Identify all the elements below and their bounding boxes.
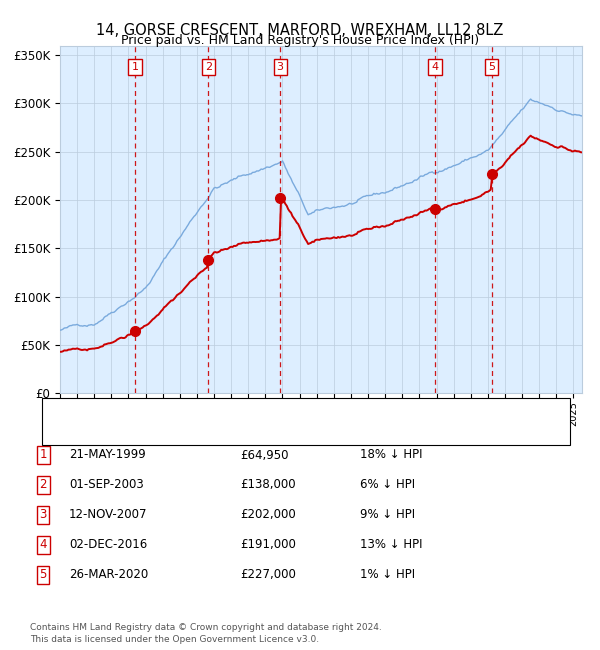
Text: 3: 3 bbox=[277, 62, 284, 72]
Text: 2: 2 bbox=[205, 62, 212, 72]
Text: 6% ↓ HPI: 6% ↓ HPI bbox=[360, 478, 415, 491]
Text: 21-MAY-1999: 21-MAY-1999 bbox=[69, 448, 146, 461]
Text: This data is licensed under the Open Government Licence v3.0.: This data is licensed under the Open Gov… bbox=[30, 634, 319, 644]
Text: 1: 1 bbox=[40, 448, 47, 461]
Text: 01-SEP-2003: 01-SEP-2003 bbox=[69, 478, 144, 491]
Text: 13% ↓ HPI: 13% ↓ HPI bbox=[360, 538, 422, 551]
Text: ——: —— bbox=[60, 426, 85, 439]
Text: £227,000: £227,000 bbox=[240, 568, 296, 581]
Text: 5: 5 bbox=[488, 62, 496, 72]
Text: ——: —— bbox=[60, 404, 85, 417]
Text: 14, GORSE CRESCENT, MARFORD, WREXHAM, LL12 8LZ: 14, GORSE CRESCENT, MARFORD, WREXHAM, LL… bbox=[97, 23, 503, 38]
Text: £202,000: £202,000 bbox=[240, 508, 296, 521]
Text: 02-DEC-2016: 02-DEC-2016 bbox=[69, 538, 147, 551]
Text: Contains HM Land Registry data © Crown copyright and database right 2024.: Contains HM Land Registry data © Crown c… bbox=[30, 623, 382, 632]
Text: 18% ↓ HPI: 18% ↓ HPI bbox=[360, 448, 422, 461]
Text: £191,000: £191,000 bbox=[240, 538, 296, 551]
Text: 12-NOV-2007: 12-NOV-2007 bbox=[69, 508, 148, 521]
Text: HPI: Average price, detached house, Wrexham: HPI: Average price, detached house, Wrex… bbox=[93, 427, 347, 437]
Text: 9% ↓ HPI: 9% ↓ HPI bbox=[360, 508, 415, 521]
Text: 4: 4 bbox=[431, 62, 439, 72]
Text: £138,000: £138,000 bbox=[240, 478, 296, 491]
Text: 3: 3 bbox=[40, 508, 47, 521]
Text: 2: 2 bbox=[40, 478, 47, 491]
Text: 14, GORSE CRESCENT, MARFORD, WREXHAM, LL12 8LZ (detached house): 14, GORSE CRESCENT, MARFORD, WREXHAM, LL… bbox=[93, 406, 498, 416]
Text: 1: 1 bbox=[131, 62, 139, 72]
Text: Price paid vs. HM Land Registry's House Price Index (HPI): Price paid vs. HM Land Registry's House … bbox=[121, 34, 479, 47]
Text: 1% ↓ HPI: 1% ↓ HPI bbox=[360, 568, 415, 581]
Text: £64,950: £64,950 bbox=[240, 448, 289, 461]
Text: 26-MAR-2020: 26-MAR-2020 bbox=[69, 568, 148, 581]
Text: 5: 5 bbox=[40, 568, 47, 581]
Text: 4: 4 bbox=[40, 538, 47, 551]
